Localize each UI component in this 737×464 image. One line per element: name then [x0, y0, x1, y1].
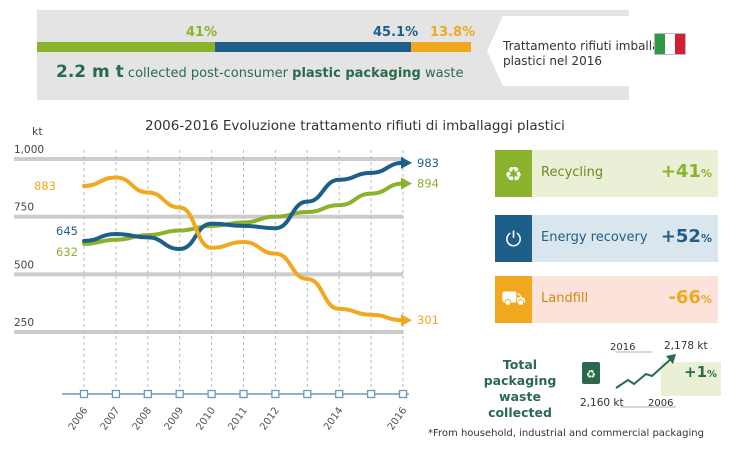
- gridline: [14, 214, 403, 219]
- x-tick-marker: [335, 389, 344, 399]
- total-value: +1%: [684, 363, 718, 381]
- card-energy-recovery: ⏻ Energy recovery +52%: [495, 215, 718, 262]
- x-tick-label: 2012: [258, 405, 282, 430]
- svg-text:♻: ♻: [586, 368, 596, 381]
- pct-recycling: 41%: [186, 25, 218, 40]
- card-value: +52%: [660, 226, 712, 247]
- x-tick-label: 2010: [194, 405, 218, 430]
- series-arrow-recycling: [401, 177, 412, 190]
- x-tick-marker: [303, 389, 312, 399]
- total-trend: ♻: [582, 351, 721, 408]
- italy-flag-icon: [654, 33, 686, 55]
- bin-icon: [582, 362, 600, 384]
- total-start-value: 2,160 kt: [580, 397, 624, 409]
- total-value-box: [661, 362, 721, 396]
- share-bar-energy: [215, 42, 412, 52]
- data-label: 301: [417, 313, 439, 327]
- series-arrow-landfill: [401, 314, 412, 327]
- x-tick-marker: [398, 389, 408, 399]
- x-tick-marker: [143, 389, 152, 399]
- card-label: Recycling: [541, 165, 604, 180]
- share-bar: [37, 42, 471, 52]
- x-tick-marker: [79, 389, 89, 399]
- card-landfill: ⛟ Landfill -66%: [495, 276, 718, 323]
- gridline: [14, 272, 403, 277]
- trend-arrow: [615, 357, 673, 389]
- share-bar-landfill: [411, 42, 471, 52]
- data-label: 894: [417, 176, 439, 190]
- x-tick-marker: [239, 389, 248, 399]
- total-end-year: 2016: [610, 342, 636, 353]
- recycle-icon: ♻: [495, 150, 532, 197]
- y-tick-label: 500: [14, 259, 34, 271]
- x-tick-marker: [271, 389, 280, 399]
- y-tick-label: 1,000: [14, 144, 44, 156]
- series-arrow-energy: [401, 156, 412, 169]
- gridline: [14, 157, 403, 161]
- x-tick-label: 2014: [322, 405, 346, 430]
- x-tick-marker: [207, 389, 216, 399]
- x-tick-label: 2016: [386, 405, 410, 430]
- card-value: +41%: [660, 161, 712, 182]
- headline-amount: 2.2 m t: [56, 62, 124, 82]
- data-label: 645: [56, 224, 78, 238]
- total-end-value: 2,178 kt: [664, 340, 708, 352]
- series-line-landfill: [82, 175, 405, 323]
- card-recycling: ♻ Recycling +41%: [495, 150, 718, 197]
- card-label: Landfill: [541, 291, 589, 306]
- card-value: -66%: [668, 287, 712, 308]
- gridline: [14, 330, 403, 334]
- data-label: 983: [417, 156, 439, 170]
- headline-bold: plastic packaging: [292, 66, 421, 81]
- italy-callout: [487, 16, 694, 86]
- series-line-energy: [82, 160, 405, 251]
- headline: 2.2 m t collected post-consumer plastic …: [56, 62, 463, 82]
- data-label: 883: [34, 179, 56, 193]
- x-tick-label: 2009: [163, 405, 187, 430]
- x-tick-label: 2008: [131, 405, 155, 430]
- chart-title: 2006-2016 Evoluzione trattamento rifiuti…: [145, 118, 565, 134]
- x-tick-label: 2011: [226, 405, 250, 430]
- x-tick-marker: [366, 389, 376, 399]
- headline-end: waste: [420, 66, 464, 81]
- pct-energy: 45.1%: [373, 25, 419, 40]
- total-start-year: 2006: [648, 398, 674, 409]
- headline-text: collected post-consumer: [123, 66, 293, 81]
- x-tick-marker: [111, 389, 121, 399]
- footnote: *From household, industrial and commerci…: [428, 428, 704, 439]
- y-tick-label: 250: [14, 317, 34, 329]
- x-tick-label: 2007: [99, 405, 123, 430]
- y-tick-label: 750: [14, 202, 34, 214]
- y-axis-unit: kt: [32, 125, 43, 138]
- pct-landfill: 13.8%: [430, 25, 476, 40]
- data-label: 632: [56, 245, 78, 259]
- share-bar-recycling: [37, 42, 216, 52]
- x-tick-marker: [175, 389, 184, 399]
- dump-truck-icon: ⛟: [495, 276, 532, 323]
- card-label: Energy recovery: [541, 230, 648, 245]
- power-icon: ⏻: [495, 215, 532, 262]
- x-tick-label: 2006: [67, 405, 91, 430]
- total-label: Total packaging waste collected: [483, 357, 557, 420]
- line-chart: 250 500 750 1,000 2006 2007 2008 2009 2010 2011 20…: [14, 144, 439, 430]
- callout-text: Trattamento rifiuti imballaggi plastici …: [503, 39, 679, 68]
